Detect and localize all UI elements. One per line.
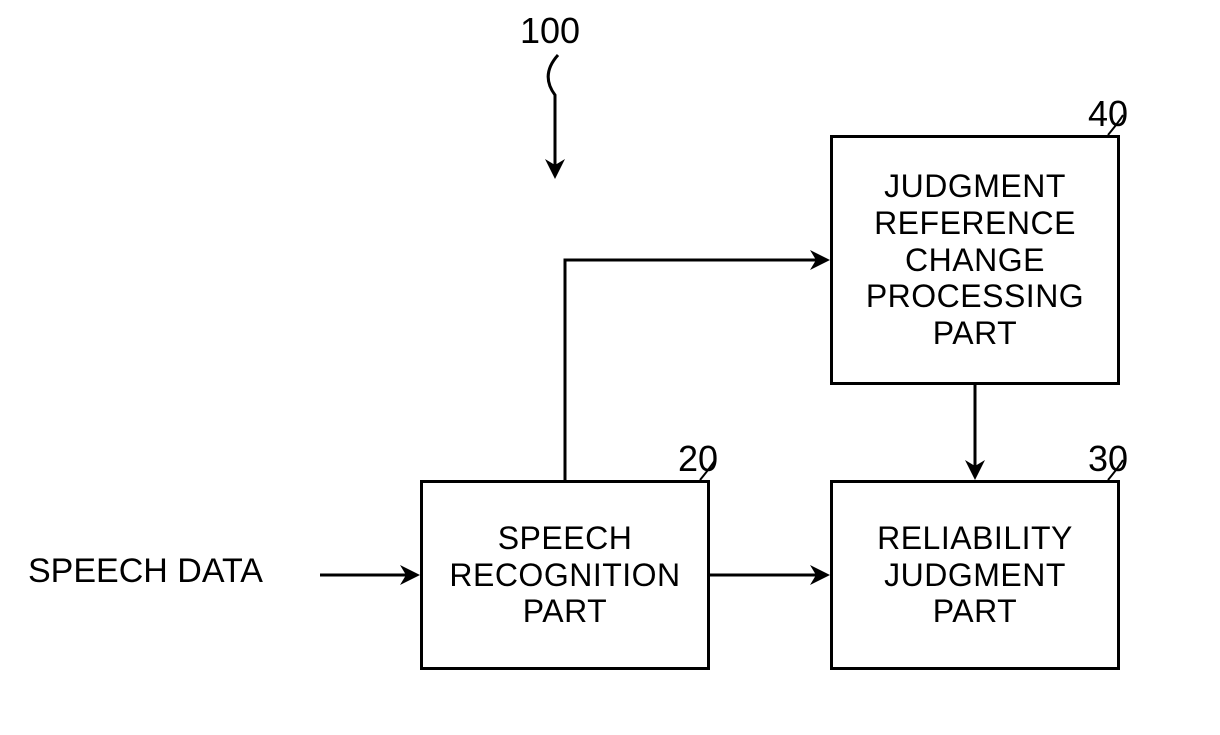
input-label-text: SPEECH DATA (28, 552, 263, 590)
edge-e-100 (548, 55, 558, 175)
node-ref-20-text: 20 (678, 438, 718, 479)
node-ref-40-text: 40 (1088, 93, 1128, 134)
node-speech-recognition-text: SPEECHRECOGNITIONPART (449, 520, 680, 630)
node-ref-40: 40 (1088, 93, 1128, 135)
node-reliability-judgment: RELIABILITYJUDGMENTPART (830, 480, 1120, 670)
input-label: SPEECH DATA (28, 552, 263, 591)
node-speech-recognition: SPEECHRECOGNITIONPART (420, 480, 710, 670)
node-judgment-reference-change-text: JUDGMENTREFERENCECHANGEPROCESSINGPART (866, 168, 1084, 352)
node-reliability-judgment-text: RELIABILITYJUDGMENTPART (877, 520, 1073, 630)
system-ref-text: 100 (520, 10, 580, 51)
system-ref-label: 100 (520, 10, 580, 52)
node-ref-30: 30 (1088, 438, 1128, 480)
node-ref-20: 20 (678, 438, 718, 480)
diagram-canvas: 100 SPEECH DATA SPEECHRECOGNITIONPART 20… (0, 0, 1220, 735)
node-ref-30-text: 30 (1088, 438, 1128, 479)
node-judgment-reference-change: JUDGMENTREFERENCECHANGEPROCESSINGPART (830, 135, 1120, 385)
